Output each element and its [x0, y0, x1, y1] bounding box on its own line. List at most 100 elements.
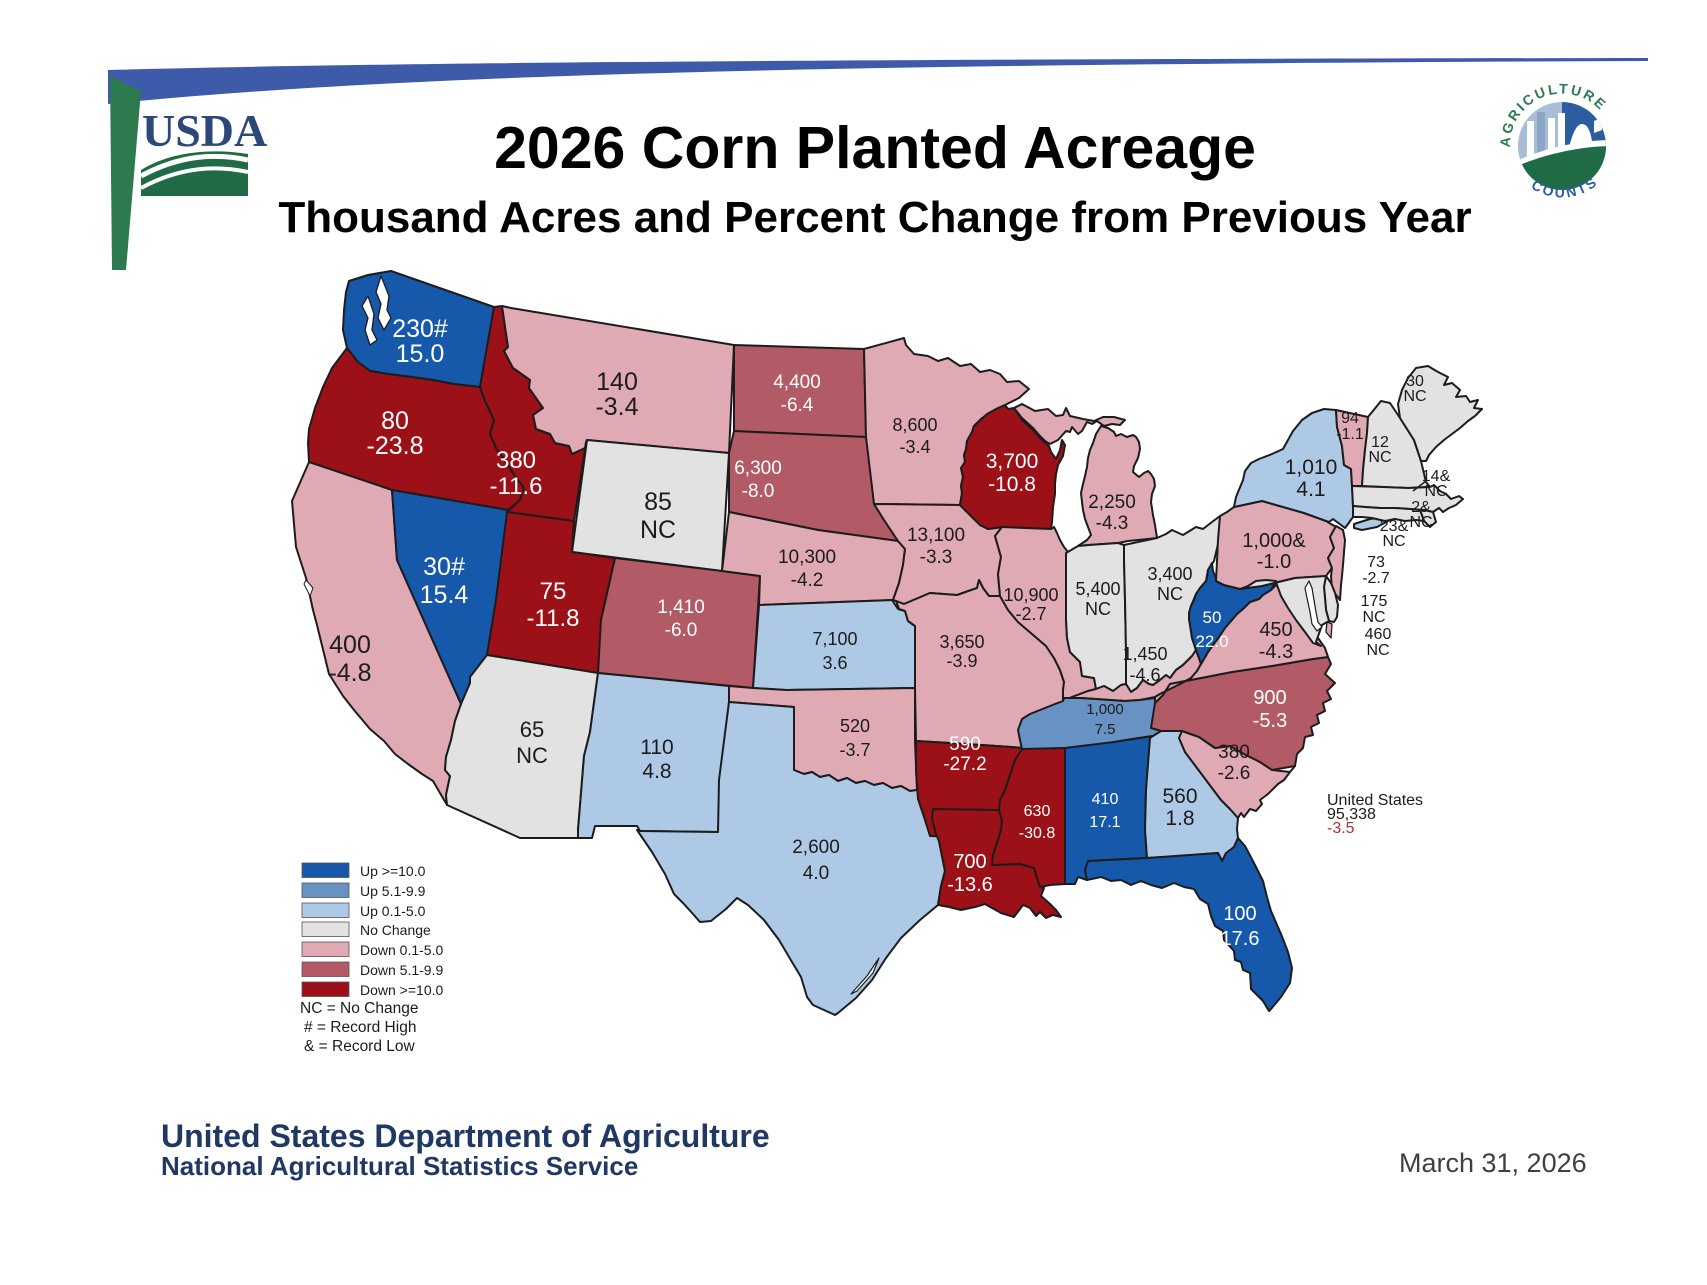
svg-text:10,900: 10,900	[1003, 585, 1058, 605]
svg-text:-11.8: -11.8	[527, 605, 580, 632]
svg-text:5,400: 5,400	[1075, 579, 1120, 599]
svg-text:17.1: 17.1	[1089, 814, 1120, 831]
svg-text:Up 0.1-5.0: Up 0.1-5.0	[360, 903, 426, 919]
svg-text:3,700: 3,700	[986, 450, 1039, 473]
svg-text:10,300: 10,300	[778, 547, 836, 568]
svg-text:6,300: 6,300	[734, 458, 782, 479]
svg-text:# = Record High: # = Record High	[304, 1019, 416, 1036]
svg-text:Down 0.1-5.0: Down 0.1-5.0	[360, 942, 443, 958]
svg-text:NC: NC	[1362, 609, 1385, 626]
svg-text:15.4: 15.4	[420, 581, 469, 609]
svg-text:4.1: 4.1	[1296, 478, 1325, 501]
svg-text:NC: NC	[640, 516, 676, 544]
svg-text:4.0: 4.0	[803, 863, 829, 884]
svg-text:1,450: 1,450	[1122, 644, 1167, 664]
svg-text:700: 700	[953, 851, 986, 873]
svg-text:-23.8: -23.8	[367, 432, 424, 460]
svg-text:National Agricultural Statisti: National Agricultural Statistics Service	[161, 1151, 638, 1181]
svg-text:65: 65	[520, 717, 544, 742]
svg-text:12: 12	[1371, 434, 1389, 451]
svg-text:-2.6: -2.6	[1218, 763, 1251, 784]
svg-text:-3.9: -3.9	[946, 651, 977, 671]
svg-text:-2.7: -2.7	[1015, 604, 1046, 624]
svg-text:2026 Corn Planted Acreage: 2026 Corn Planted Acreage	[494, 115, 1256, 181]
svg-text:590: 590	[949, 734, 981, 755]
svg-text:-1.0: -1.0	[1257, 551, 1291, 573]
svg-text:1,000&: 1,000&	[1242, 530, 1306, 552]
svg-text:2&: 2&	[1411, 499, 1431, 516]
svg-text:94: 94	[1341, 410, 1359, 427]
svg-text:NC = No Change: NC = No Change	[300, 1000, 418, 1017]
svg-text:400: 400	[329, 631, 371, 659]
svg-text:-11.6: -11.6	[490, 473, 543, 500]
svg-text:560: 560	[1162, 785, 1197, 808]
svg-text:-6.4: -6.4	[781, 395, 814, 416]
svg-text:14&: 14&	[1422, 468, 1451, 485]
svg-text:United States Department of Ag: United States Department of Agriculture	[161, 1118, 770, 1154]
svg-text:80: 80	[381, 407, 409, 435]
svg-text:110: 110	[640, 736, 673, 759]
svg-text:NC: NC	[1157, 584, 1183, 604]
svg-text:-3.4: -3.4	[899, 437, 930, 457]
svg-text:30: 30	[1406, 373, 1424, 390]
svg-text:380: 380	[1218, 742, 1250, 763]
svg-text:-4.2: -4.2	[791, 570, 824, 591]
svg-text:-6.0: -6.0	[665, 620, 698, 641]
svg-text:2,250: 2,250	[1088, 492, 1136, 513]
svg-text:-4.8: -4.8	[328, 659, 371, 687]
svg-text:-8.0: -8.0	[742, 481, 775, 502]
svg-text:95,338: 95,338	[1327, 806, 1376, 823]
svg-text:USDA: USDA	[142, 105, 267, 156]
svg-text:17.6: 17.6	[1221, 928, 1260, 950]
svg-text:22.0: 22.0	[1195, 632, 1228, 651]
svg-text:140: 140	[596, 368, 638, 396]
svg-text:630: 630	[1024, 803, 1051, 820]
svg-text:March 31, 2026: March 31, 2026	[1399, 1148, 1587, 1178]
svg-text:3,650: 3,650	[939, 632, 984, 652]
svg-text:-2.7: -2.7	[1362, 570, 1390, 587]
svg-text:-3.4: -3.4	[595, 393, 638, 421]
svg-text:1,410: 1,410	[657, 597, 705, 618]
svg-text:85: 85	[644, 488, 672, 516]
svg-text:7,100: 7,100	[812, 629, 857, 649]
svg-text:-3.5: -3.5	[1327, 820, 1355, 837]
svg-text:-4.6: -4.6	[1129, 665, 1160, 685]
svg-text:NC: NC	[1368, 449, 1391, 466]
svg-text:NC: NC	[1085, 599, 1111, 619]
svg-text:175: 175	[1361, 593, 1388, 610]
svg-text:NC: NC	[1409, 514, 1432, 531]
svg-text:2,600: 2,600	[792, 837, 840, 858]
svg-text:Down 5.1-9.9: Down 5.1-9.9	[360, 962, 443, 978]
svg-text:-5.3: -5.3	[1253, 710, 1287, 732]
svg-text:Up 5.1-9.9: Up 5.1-9.9	[360, 883, 426, 899]
svg-text:-3.7: -3.7	[839, 740, 870, 760]
svg-text:-30.8: -30.8	[1019, 825, 1056, 842]
svg-text:4.8: 4.8	[642, 760, 671, 783]
svg-text:23&: 23&	[1380, 518, 1409, 535]
svg-text:520: 520	[840, 716, 870, 736]
svg-text:410: 410	[1092, 791, 1119, 808]
svg-text:380: 380	[496, 447, 536, 474]
svg-text:NC: NC	[1382, 533, 1405, 550]
svg-text:-27.2: -27.2	[943, 754, 986, 775]
svg-text:450: 450	[1259, 619, 1292, 641]
svg-text:3,400: 3,400	[1147, 564, 1192, 584]
svg-text:100: 100	[1223, 903, 1256, 925]
svg-text:Down >=10.0: Down >=10.0	[360, 982, 443, 998]
svg-text:-10.8: -10.8	[988, 473, 1036, 496]
svg-text:NC: NC	[516, 743, 548, 768]
svg-text:-3.3: -3.3	[920, 547, 953, 568]
svg-text:1,000: 1,000	[1086, 701, 1124, 718]
svg-text:230#: 230#	[392, 315, 448, 343]
svg-text:460: 460	[1365, 626, 1392, 643]
svg-text:4,400: 4,400	[773, 372, 821, 393]
svg-text:& = Record Low: & = Record Low	[304, 1038, 416, 1055]
svg-text:-4.3: -4.3	[1259, 641, 1293, 663]
svg-text:-4.3: -4.3	[1096, 513, 1129, 534]
svg-text:-1.1: -1.1	[1336, 426, 1364, 443]
svg-text:United States: United States	[1327, 792, 1423, 809]
svg-text:13,100: 13,100	[907, 525, 965, 546]
svg-text:-13.6: -13.6	[947, 874, 993, 896]
svg-text:900: 900	[1253, 687, 1286, 709]
svg-text:1.8: 1.8	[1165, 807, 1194, 830]
